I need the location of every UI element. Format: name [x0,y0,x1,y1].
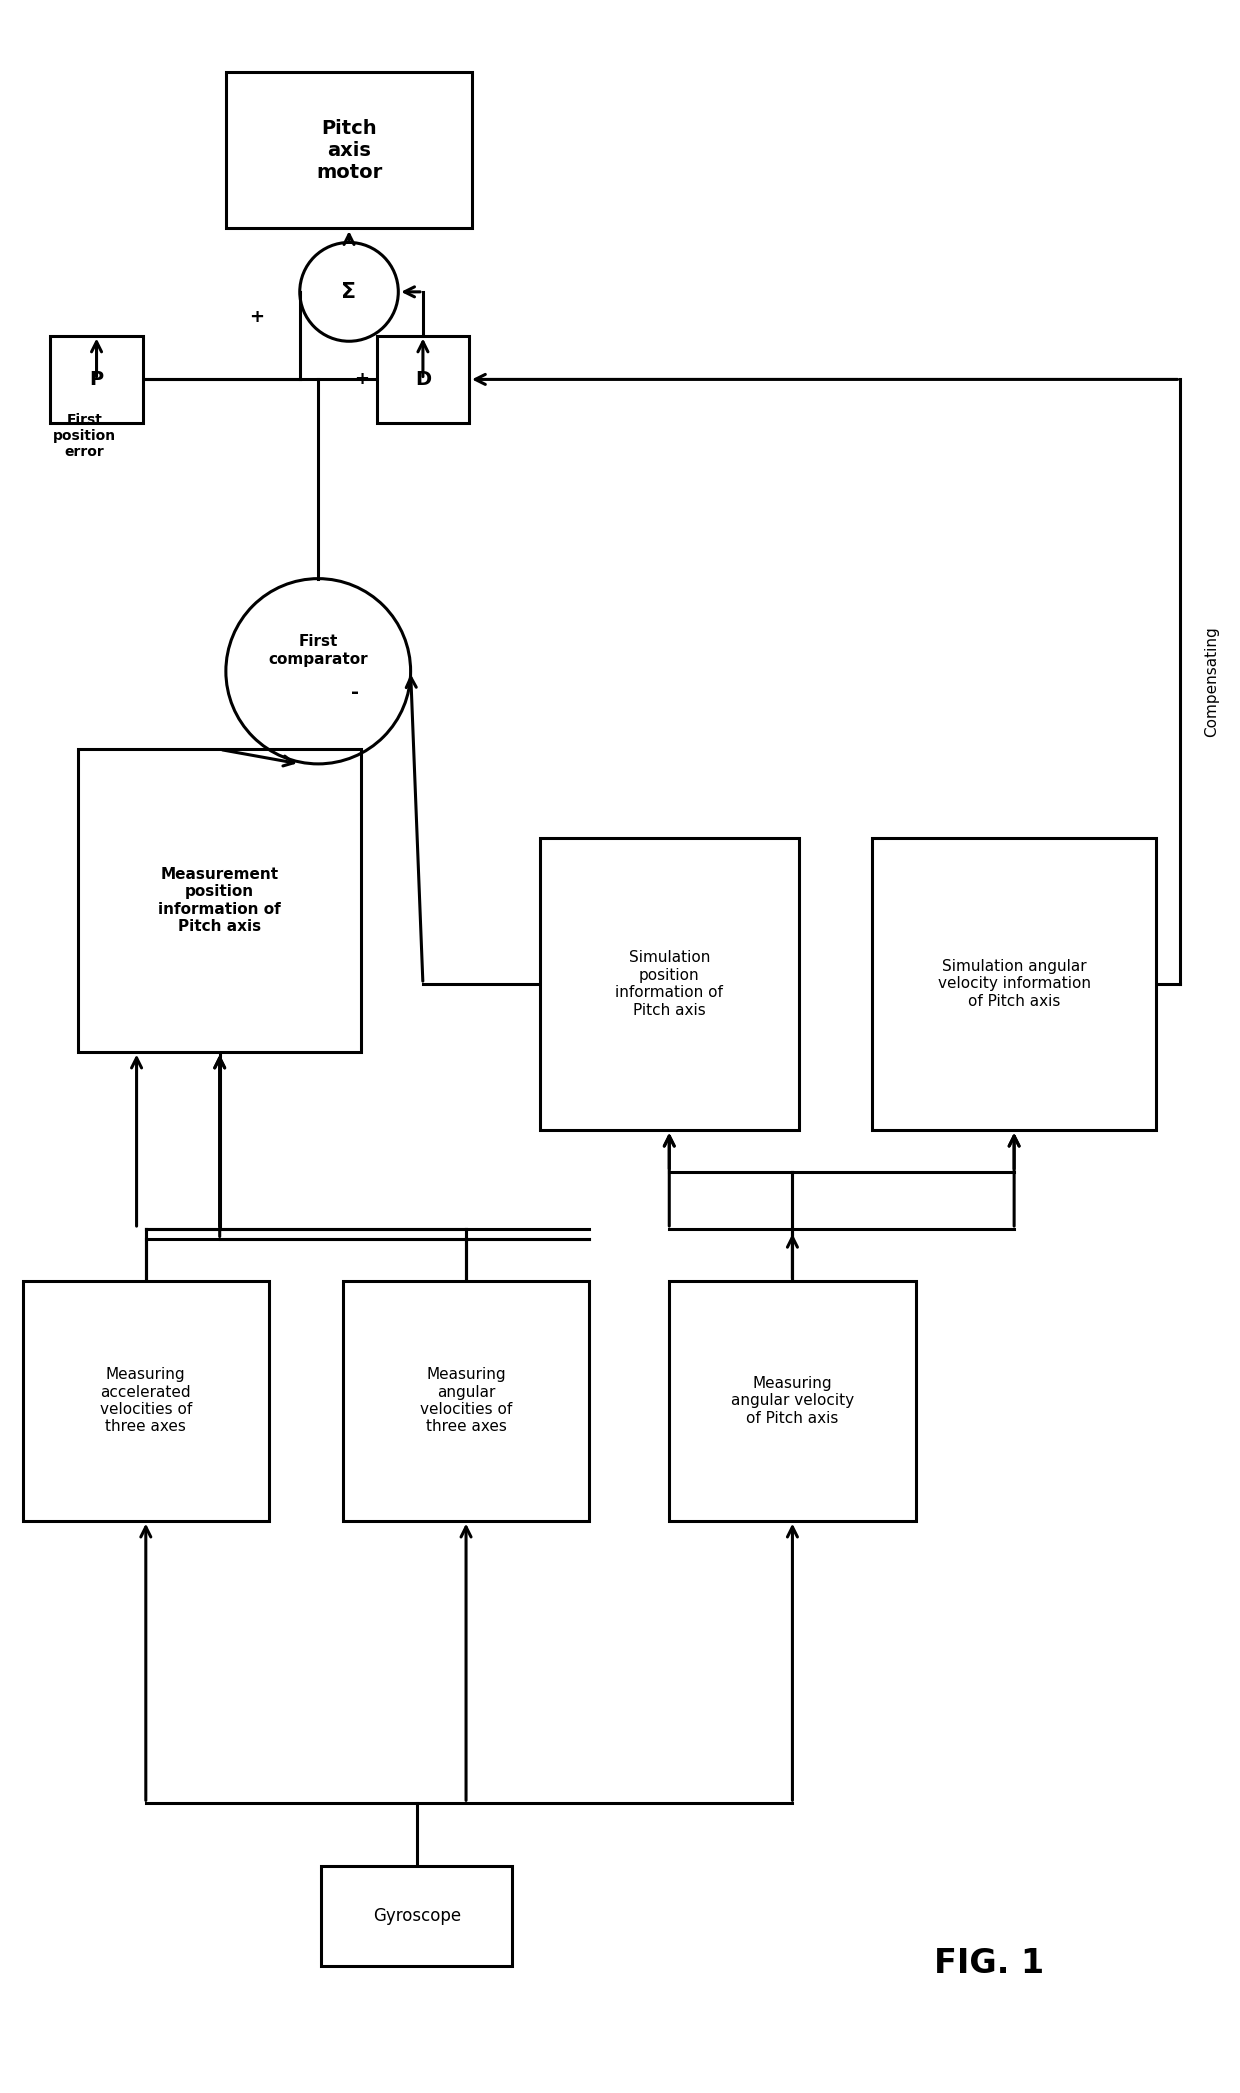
Text: Simulation angular
velocity information
of Pitch axis: Simulation angular velocity information … [937,959,1091,1009]
Text: Measuring
angular velocity
of Pitch axis: Measuring angular velocity of Pitch axis [730,1375,854,1425]
Bar [670,1281,915,1522]
Bar [343,1281,589,1522]
Bar [22,1281,269,1522]
Bar [321,1865,512,1965]
Text: Measuring
angular
velocities of
three axes: Measuring angular velocities of three ax… [420,1367,512,1434]
Text: Measurement
position
information of
Pitch axis: Measurement position information of Pitc… [159,867,281,933]
Bar [78,749,361,1051]
Text: +: + [353,370,368,387]
Text: Measuring
accelerated
velocities of
three axes: Measuring accelerated velocities of thre… [99,1367,192,1434]
Text: D: D [415,370,432,389]
Bar [539,837,799,1130]
Text: First
comparator: First comparator [268,634,368,666]
Text: P: P [89,370,104,389]
Text: Gyroscope: Gyroscope [373,1907,461,1926]
Text: +: + [249,308,264,327]
Text: FIG. 1: FIG. 1 [935,1946,1044,1980]
Text: Simulation
position
information of
Pitch axis: Simulation position information of Pitch… [615,950,723,1017]
Bar [873,837,1156,1130]
Bar [377,335,469,423]
Bar [51,335,143,423]
Bar [226,71,472,228]
Text: Σ: Σ [341,283,357,301]
Text: Compensating: Compensating [1204,626,1219,737]
Text: -: - [351,682,360,701]
Text: First
position
error: First position error [52,412,115,460]
Text: Pitch
axis
motor: Pitch axis motor [316,119,382,182]
